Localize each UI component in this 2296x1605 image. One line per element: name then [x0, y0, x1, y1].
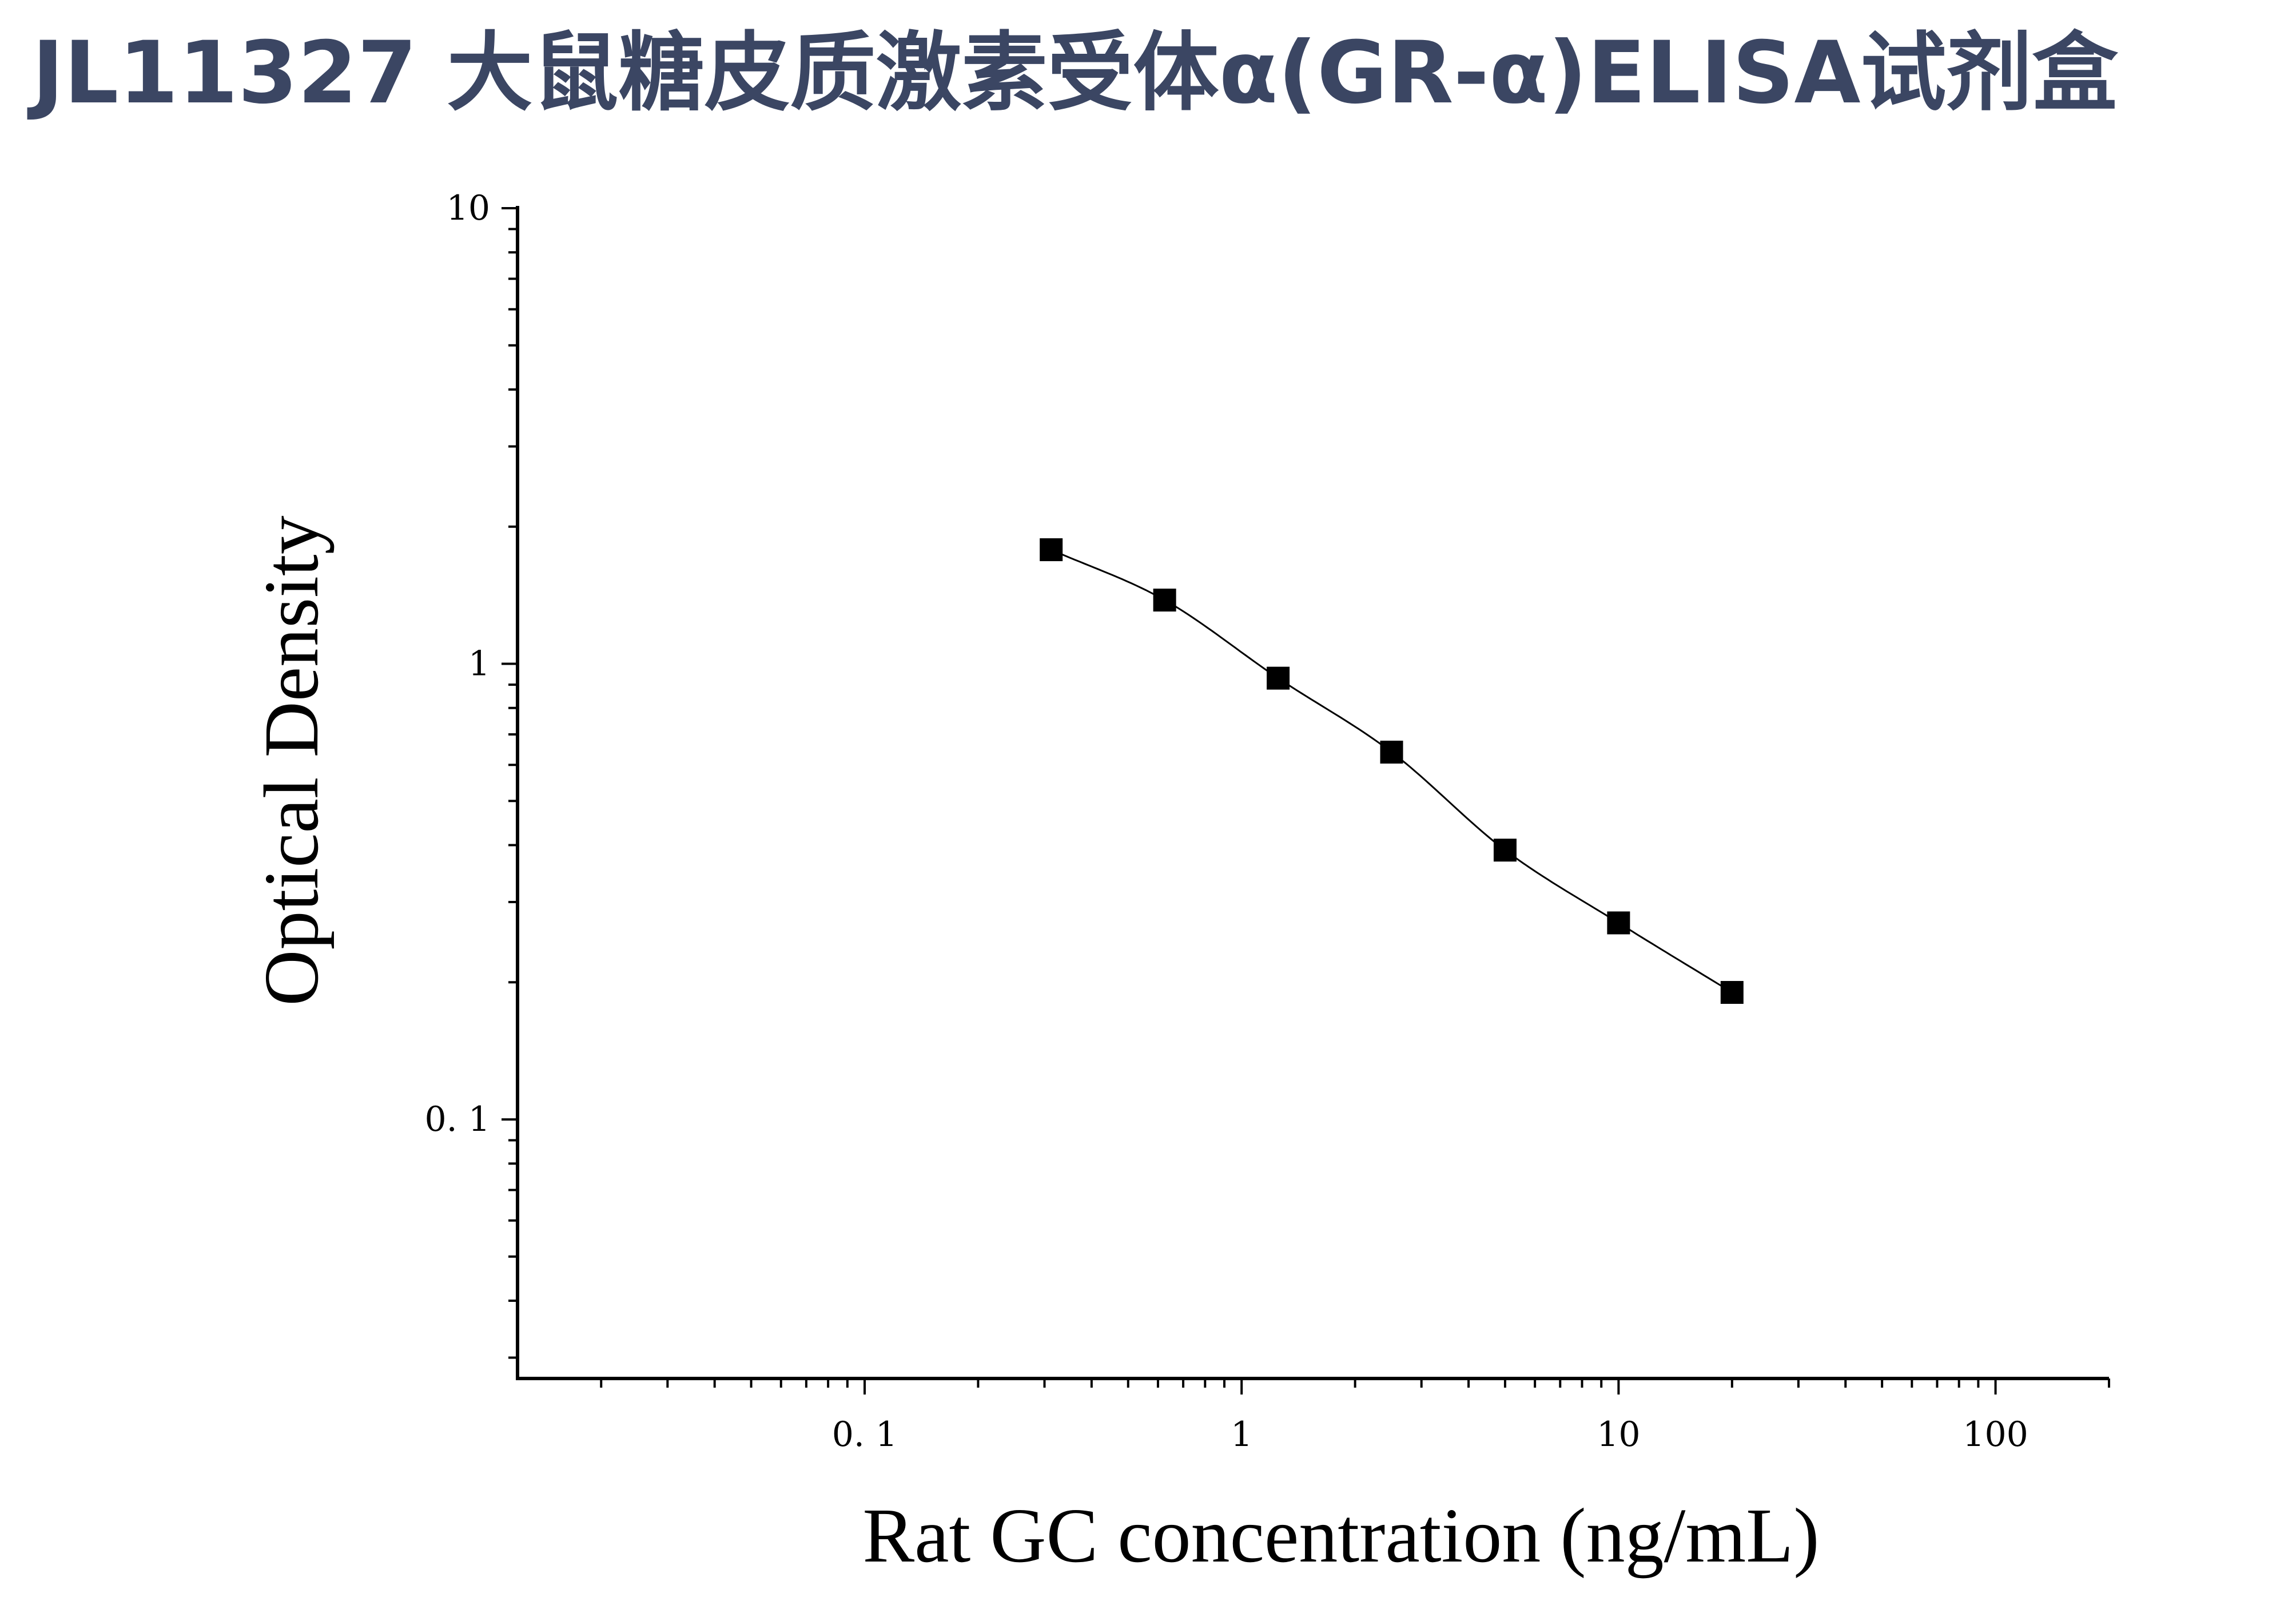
x-tick-label: 1: [1231, 1415, 1252, 1455]
data-point: [1267, 666, 1290, 690]
data-point: [1493, 839, 1517, 862]
data-point: [1153, 589, 1176, 612]
y-tick-label: 10: [447, 188, 490, 228]
x-tick-label: 100: [1963, 1415, 2028, 1455]
axes: 0. 1 1 10 100 0. 1 1 10: [425, 188, 2110, 1455]
data-point: [1607, 911, 1630, 935]
x-axis-title: Rat GC concentration (ng/mL): [862, 1493, 1819, 1579]
x-tick-label: 10: [1597, 1415, 1640, 1455]
data-points: [1040, 538, 1744, 1004]
data-point: [1040, 538, 1063, 562]
x-tick-label: 0. 1: [832, 1415, 898, 1455]
data-point: [1720, 981, 1744, 1004]
y-tick-label: 1: [468, 644, 490, 684]
y-tick-label: 0. 1: [425, 1099, 491, 1139]
page-title: JL11327 大鼠糖皮质激素受体α(GR-α)ELISA试剂盒: [32, 23, 2118, 123]
data-point: [1380, 740, 1403, 764]
y-axis-title: Optical Density: [249, 515, 335, 1006]
